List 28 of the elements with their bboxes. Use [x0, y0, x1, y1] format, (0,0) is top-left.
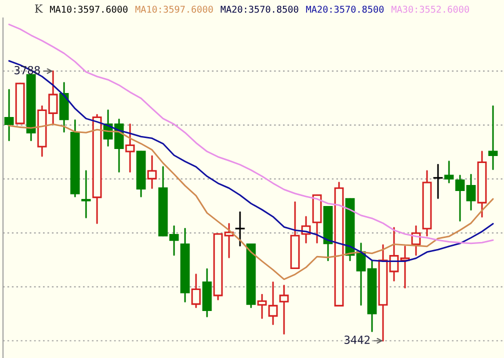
annotation: 3442 — [344, 336, 370, 344]
candlestick — [92, 114, 102, 224]
candlestick — [279, 284, 289, 334]
candlestick — [367, 260, 377, 332]
text: MA10:3597.6000 — [135, 6, 213, 13]
candlestick — [433, 164, 443, 199]
candlestick — [180, 228, 190, 302]
candlestick — [4, 88, 14, 142]
text: MA30:3552.6000 — [392, 6, 469, 13]
candlestick — [477, 150, 487, 218]
candlestick — [378, 244, 388, 342]
candlestick — [81, 170, 91, 218]
candlestick — [466, 174, 476, 210]
candlestick — [235, 211, 245, 246]
candlestick — [444, 160, 454, 184]
candlestick — [59, 82, 69, 133]
candlestick — [488, 105, 498, 170]
chart-title: K — [35, 4, 43, 13]
candlestick — [268, 281, 278, 326]
text: MA20:3570.8500 — [220, 6, 298, 13]
candlestick — [257, 294, 267, 319]
text: MA10:3597.6000 — [50, 6, 128, 13]
candlestick — [422, 170, 432, 236]
text: MA20:3570.8500 — [306, 6, 384, 13]
candlestick — [125, 123, 135, 172]
candlestick — [202, 268, 212, 318]
candlestick — [147, 155, 157, 189]
candlestick — [455, 174, 465, 222]
